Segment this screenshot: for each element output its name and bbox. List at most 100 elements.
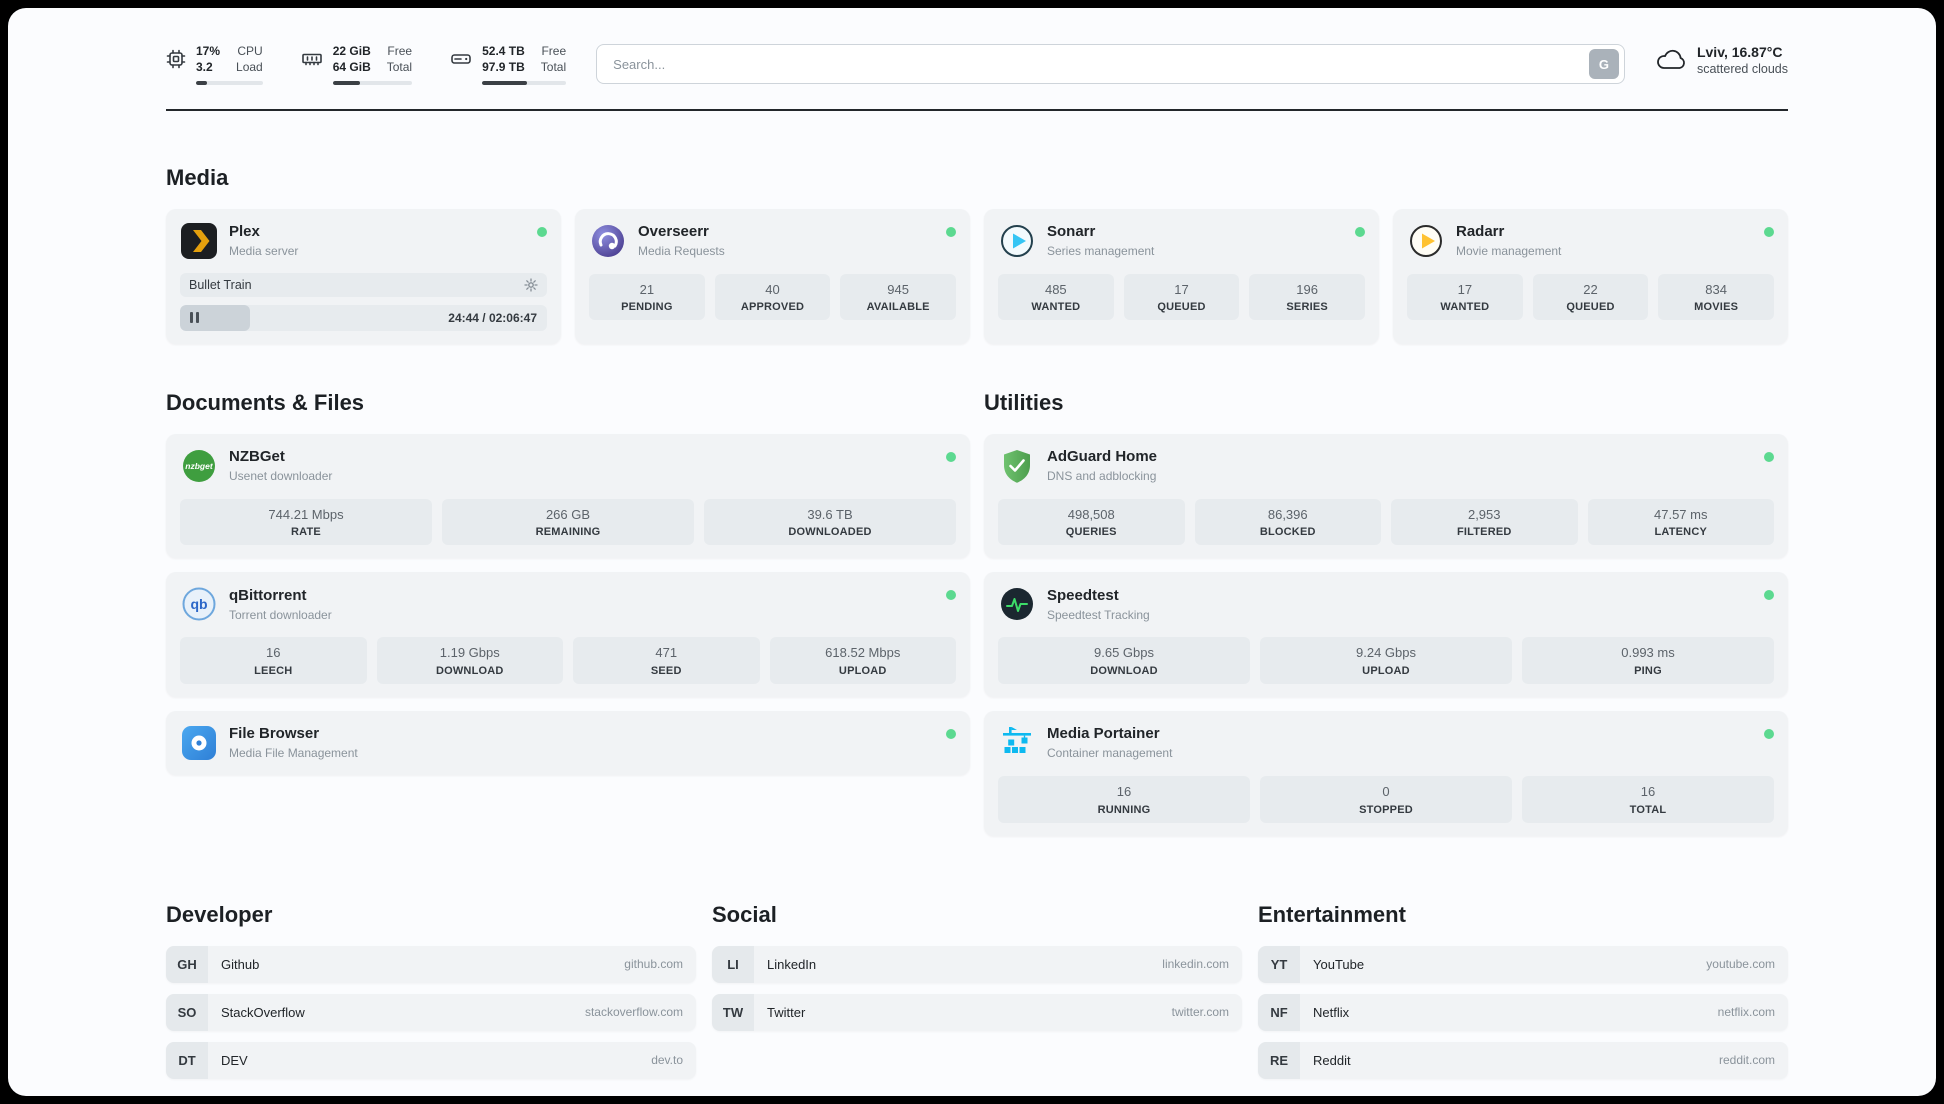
app-card-plex[interactable]: Plex Media server Bullet Train 24:44 / 0 — [166, 208, 561, 344]
playback-time: 24:44 / 02:06:47 — [448, 310, 537, 325]
adguard-icon — [998, 447, 1036, 485]
plex-icon — [180, 222, 218, 260]
stackoverflow-abbr-icon: SO — [166, 993, 208, 1031]
app-card-portainer[interactable]: Media Portainer Container management 16 … — [984, 710, 1788, 836]
app-subtitle: Series management — [1047, 244, 1155, 259]
stat-tile: 16 RUNNING — [998, 775, 1250, 823]
sonarr-icon — [998, 222, 1036, 260]
cpu-icon — [166, 49, 186, 69]
now-playing-title: Bullet Train — [189, 277, 252, 292]
bookmark-youtube[interactable]: YT YouTube youtube.com — [1258, 945, 1788, 983]
bookmark-twitter[interactable]: TW Twitter twitter.com — [712, 993, 1242, 1031]
app-card-qbittorrent[interactable]: qb qBittorrent Torrent downloader 16 LEE… — [166, 572, 970, 697]
ram-icon — [301, 53, 322, 66]
social-group-title: Social — [712, 901, 777, 927]
stat-tile: 39.6 TB DOWNLOADED — [704, 498, 956, 546]
radarr-icon — [1407, 222, 1445, 260]
weather-condition: scattered clouds — [1696, 62, 1788, 76]
gear-icon[interactable] — [524, 278, 538, 292]
stat-tile: 86,396 BLOCKED — [1194, 498, 1381, 546]
app-name: Radarr — [1456, 223, 1505, 241]
status-dot-online — [946, 451, 956, 462]
ram-label-2: Total — [386, 60, 413, 75]
bookmark-reddit[interactable]: RE Reddit reddit.com — [1258, 1041, 1788, 1079]
stat-tile: 945 AVAILABLE — [840, 273, 956, 321]
app-card-speedtest[interactable]: Speedtest Speedtest Tracking 9.65 Gbps D… — [984, 572, 1788, 697]
twitter-abbr-icon: TW — [712, 993, 754, 1031]
app-subtitle: DNS and adblocking — [1047, 469, 1157, 484]
search-bar: G — [596, 44, 1625, 84]
app-name: NZBGet — [229, 448, 285, 466]
search-engine-button[interactable]: G — [1588, 49, 1619, 79]
status-dot-online — [537, 226, 547, 237]
stat-tile: 2,953 FILTERED — [1391, 498, 1578, 546]
bookmark-linkedin[interactable]: LI LinkedIn linkedin.com — [712, 945, 1242, 983]
app-name: Speedtest — [1047, 586, 1119, 604]
bookmark-group-social: Social LI LinkedIn linkedin.com TW Twitt… — [712, 902, 1242, 1090]
bookmark-github[interactable]: GH Github github.com — [166, 945, 696, 983]
app-subtitle: Container management — [1047, 746, 1173, 761]
disk-label-1: Free — [541, 44, 567, 58]
netflix-abbr-icon: NF — [1258, 993, 1300, 1031]
developer-group-title: Developer — [166, 901, 273, 927]
ram-free: 22 GiB — [332, 44, 371, 58]
cpu-label-1: CPU — [237, 44, 263, 58]
media-section-title: Media — [166, 164, 229, 190]
status-dot-online — [1764, 590, 1774, 601]
app-card-overseerr[interactable]: Overseerr Media Requests 21 PENDING 40 A… — [575, 208, 970, 344]
stat-tile: 485 WANTED — [998, 273, 1114, 321]
documents-section-title: Documents & Files — [166, 389, 365, 415]
svg-text:nzbget: nzbget — [185, 461, 214, 471]
app-card-radarr[interactable]: Radarr Movie management 17 WANTED 22 QUE… — [1393, 208, 1788, 344]
status-dot-online — [1764, 226, 1774, 237]
linkedin-abbr-icon: LI — [712, 945, 754, 983]
ram-total: 64 GiB — [332, 60, 371, 75]
disk-total: 97.9 TB — [482, 60, 525, 75]
app-subtitle: Torrent downloader — [229, 607, 332, 622]
app-name: Plex — [229, 223, 260, 241]
pause-icon[interactable] — [190, 312, 199, 324]
app-name: qBittorrent — [229, 586, 307, 604]
youtube-abbr-icon: YT — [1258, 945, 1300, 983]
cpu-usage-bar-fill — [196, 80, 208, 85]
utilities-section: Utilities — [984, 390, 1788, 836]
overseerr-icon — [589, 222, 627, 260]
disk-stat: 52.4 TB 97.9 TB Free Total — [450, 44, 567, 85]
stat-tile: 17 WANTED — [1407, 273, 1523, 321]
stat-tile: 9.24 Gbps UPLOAD — [1260, 637, 1512, 684]
app-subtitle: Movie management — [1456, 244, 1562, 259]
ram-usage-bar-fill — [332, 80, 360, 85]
utilities-section-title: Utilities — [984, 389, 1064, 415]
disk-usage-bar — [482, 80, 567, 85]
nzbget-icon: nzbget — [180, 447, 218, 485]
search-input[interactable] — [611, 55, 1589, 73]
disk-icon — [451, 54, 471, 64]
stat-tile: 16 LEECH — [180, 637, 367, 684]
media-section: Media Plex Media server — [166, 165, 1788, 344]
bookmark-netflix[interactable]: NF Netflix netflix.com — [1258, 993, 1788, 1031]
bookmark-dev[interactable]: DT DEV dev.to — [166, 1041, 696, 1079]
app-card-filebrowser[interactable]: File Browser Media File Management — [166, 710, 970, 775]
app-card-nzbget[interactable]: nzbget NZBGet Usenet downloader 744.21 M… — [166, 433, 970, 559]
app-card-sonarr[interactable]: Sonarr Series management 485 WANTED 17 Q… — [984, 208, 1379, 344]
stat-tile: 266 GB REMAINING — [442, 498, 694, 546]
cpu-load: 3.2 — [196, 60, 213, 75]
ram-label-1: Free — [387, 44, 413, 58]
app-subtitle: Media server — [229, 244, 299, 259]
status-dot-online — [946, 728, 956, 739]
stat-tile: 0.993 ms PING — [1522, 637, 1774, 684]
cpu-label-2: Load — [236, 60, 263, 75]
cloud-icon — [1657, 49, 1685, 69]
playback-progress-bar[interactable]: 24:44 / 02:06:47 — [180, 304, 547, 331]
stat-tile: 834 MOVIES — [1658, 273, 1774, 321]
status-dot-online — [1355, 226, 1365, 237]
disk-usage-bar-fill — [482, 80, 528, 85]
filebrowser-icon — [180, 724, 218, 762]
weather-widget[interactable]: Lviv, 16.87°C scattered clouds — [1655, 42, 1788, 76]
app-name: AdGuard Home — [1047, 448, 1158, 466]
app-card-adguard[interactable]: AdGuard Home DNS and adblocking 498,508 … — [984, 433, 1788, 559]
app-name: Media Portainer — [1047, 725, 1160, 743]
bookmark-group-developer: Developer GH Github github.com SO StackO… — [166, 902, 696, 1090]
stat-tile: 16 TOTAL — [1522, 775, 1774, 823]
bookmark-stackoverflow[interactable]: SO StackOverflow stackoverflow.com — [166, 993, 696, 1031]
